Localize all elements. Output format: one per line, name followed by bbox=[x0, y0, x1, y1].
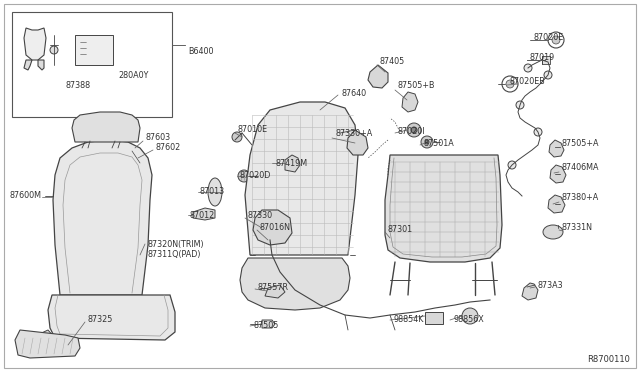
Polygon shape bbox=[285, 155, 300, 172]
Ellipse shape bbox=[543, 225, 563, 239]
Polygon shape bbox=[262, 320, 275, 328]
Polygon shape bbox=[522, 283, 538, 300]
Bar bbox=[425, 312, 443, 324]
Polygon shape bbox=[549, 140, 564, 157]
Text: 87013: 87013 bbox=[200, 187, 225, 196]
Circle shape bbox=[516, 101, 524, 109]
Text: 87405: 87405 bbox=[380, 58, 405, 67]
Circle shape bbox=[238, 170, 250, 182]
Text: 87505+A: 87505+A bbox=[562, 138, 600, 148]
Circle shape bbox=[411, 127, 417, 133]
Bar bbox=[12, 12, 172, 117]
Text: 87603: 87603 bbox=[145, 134, 170, 142]
Text: R8700110: R8700110 bbox=[587, 356, 630, 365]
Text: 87505: 87505 bbox=[253, 321, 278, 330]
Circle shape bbox=[137, 160, 143, 166]
Polygon shape bbox=[240, 258, 350, 310]
Polygon shape bbox=[548, 195, 565, 213]
Text: 873A3: 873A3 bbox=[538, 280, 564, 289]
Ellipse shape bbox=[208, 178, 222, 206]
Polygon shape bbox=[48, 295, 175, 340]
Text: 98854K: 98854K bbox=[393, 315, 424, 324]
Bar bbox=[542, 56, 550, 64]
Text: 87406MA: 87406MA bbox=[562, 164, 600, 173]
Text: 87557R: 87557R bbox=[258, 282, 289, 292]
Polygon shape bbox=[38, 60, 44, 70]
Polygon shape bbox=[402, 92, 418, 112]
Text: 87010E: 87010E bbox=[238, 125, 268, 135]
Circle shape bbox=[552, 36, 560, 44]
Polygon shape bbox=[15, 330, 80, 358]
Circle shape bbox=[407, 123, 421, 137]
Text: 87016N: 87016N bbox=[260, 224, 291, 232]
Text: 87331N: 87331N bbox=[562, 224, 593, 232]
Polygon shape bbox=[368, 65, 388, 88]
Text: 87020EB: 87020EB bbox=[510, 77, 546, 87]
Polygon shape bbox=[347, 130, 368, 155]
Polygon shape bbox=[245, 102, 358, 255]
Text: 280A0Y: 280A0Y bbox=[118, 71, 148, 80]
Text: 87501A: 87501A bbox=[423, 138, 454, 148]
Text: 87640: 87640 bbox=[342, 89, 367, 97]
Text: 98856X: 98856X bbox=[453, 315, 484, 324]
Bar bbox=[75, 35, 113, 65]
Polygon shape bbox=[550, 165, 566, 183]
Text: 87380+A: 87380+A bbox=[562, 193, 599, 202]
Text: 87020E: 87020E bbox=[534, 33, 564, 42]
Polygon shape bbox=[53, 140, 152, 295]
Text: 87505+B: 87505+B bbox=[398, 81, 435, 90]
Text: 87419M: 87419M bbox=[275, 158, 307, 167]
Polygon shape bbox=[265, 285, 285, 298]
Circle shape bbox=[232, 132, 242, 142]
Circle shape bbox=[425, 140, 429, 144]
Text: 87388: 87388 bbox=[65, 80, 90, 90]
Text: 87320N(TRIM): 87320N(TRIM) bbox=[148, 240, 205, 248]
Text: 87330: 87330 bbox=[248, 211, 273, 219]
Polygon shape bbox=[24, 60, 32, 70]
Circle shape bbox=[131, 151, 139, 159]
Polygon shape bbox=[253, 210, 292, 245]
Circle shape bbox=[508, 161, 516, 169]
Polygon shape bbox=[24, 28, 46, 60]
Text: 87020D: 87020D bbox=[240, 170, 271, 180]
Circle shape bbox=[421, 136, 433, 148]
Text: 87330+A: 87330+A bbox=[335, 128, 372, 138]
Text: 87602: 87602 bbox=[155, 144, 180, 153]
Circle shape bbox=[544, 71, 552, 79]
Polygon shape bbox=[193, 208, 215, 220]
Circle shape bbox=[462, 308, 478, 324]
Text: 87019: 87019 bbox=[530, 52, 556, 61]
Circle shape bbox=[506, 80, 514, 88]
Polygon shape bbox=[385, 155, 502, 262]
Text: 87311Q(PAD): 87311Q(PAD) bbox=[148, 250, 202, 259]
Text: 87301: 87301 bbox=[388, 225, 413, 234]
Text: 87325: 87325 bbox=[88, 315, 113, 324]
Polygon shape bbox=[30, 330, 55, 350]
Text: 87012: 87012 bbox=[190, 211, 215, 219]
Circle shape bbox=[534, 128, 542, 136]
Text: 87600M: 87600M bbox=[10, 192, 42, 201]
Polygon shape bbox=[72, 112, 140, 142]
Text: 87020I: 87020I bbox=[398, 126, 426, 135]
Circle shape bbox=[50, 46, 58, 54]
Circle shape bbox=[524, 64, 532, 72]
Text: B6400: B6400 bbox=[188, 48, 214, 57]
